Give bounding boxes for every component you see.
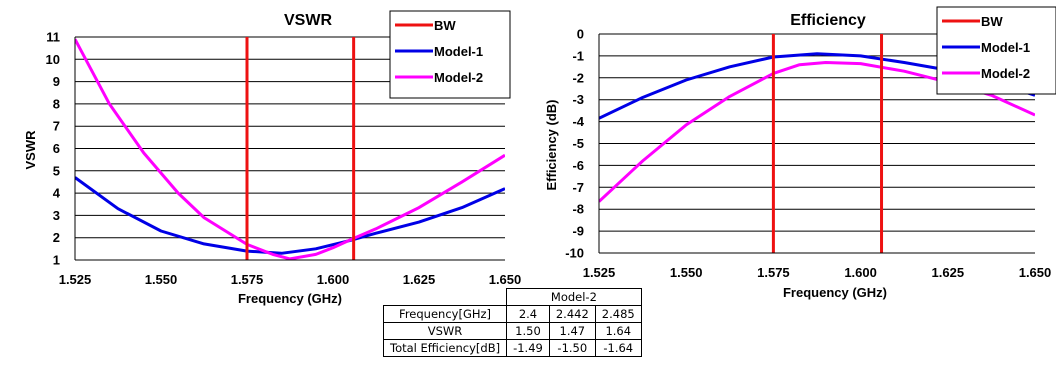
y-tick-label: 9	[53, 74, 60, 89]
table-header-row: Model-2	[384, 288, 642, 306]
x-tick-label: 1.650	[489, 272, 522, 287]
x-tick-label: 1.525	[583, 265, 616, 280]
x-tick-label: 1.650	[1019, 265, 1052, 280]
legend-label: Model-1	[434, 44, 483, 59]
y-tick-label: 0	[577, 27, 584, 42]
legend-label: BW	[981, 14, 1003, 29]
chart-title: VSWR	[284, 12, 332, 29]
y-tick-label: -8	[572, 202, 584, 217]
table-cell: -1.49	[506, 339, 550, 357]
y-tick-label: -7	[572, 180, 584, 195]
series-line-model-1	[75, 176, 505, 255]
x-tick-label: 1.550	[670, 265, 703, 280]
y-axis-label: Efficiency (dB)	[544, 99, 559, 190]
model-2-summary-table: Model-2 Frequency[GHz] 2.4 2.442 2.485 V…	[382, 288, 642, 357]
y-tick-label: -5	[572, 136, 584, 151]
x-tick-label: 1.550	[145, 272, 178, 287]
table-row-total-efficiency: Total Efficiency[dB] -1.49 -1.50 -1.64	[382, 339, 642, 357]
x-axis-label: Frequency (GHz)	[783, 285, 887, 300]
x-tick-label: 1.600	[844, 265, 877, 280]
y-tick-label: 3	[53, 208, 60, 223]
table-row-frequency: Frequency[GHz] 2.4 2.442 2.485	[382, 305, 642, 323]
legend: BW Model-1 Model-2	[936, 6, 1056, 95]
legend-label: BW	[434, 18, 456, 33]
table-row-label: Frequency[GHz]	[382, 305, 508, 323]
y-tick-label: 1	[53, 253, 60, 268]
y-tick-label: -2	[572, 70, 584, 85]
chart-title: Efficiency	[790, 12, 866, 29]
series-line-model-2	[75, 38, 505, 260]
table-cell: 1.50	[506, 322, 550, 340]
table-row-label: VSWR	[382, 322, 508, 340]
x-tick-label: 1.625	[932, 265, 965, 280]
table-cell: -1.50	[548, 339, 596, 357]
table-cell: -1.64	[594, 339, 642, 357]
y-tick-label: 10	[46, 52, 60, 67]
table-corner-cell	[384, 289, 507, 306]
table-cell: 2.4	[506, 305, 550, 323]
undefined-chart: 0 -1 -2 -3 -4 -5 -6 -7 -8 -9 -10 1.525 1.550 1.575 1.6…	[544, 6, 1056, 300]
y-tick-label: -3	[572, 92, 584, 107]
y-tick-label: -6	[572, 158, 584, 173]
table-cell: 2.485	[594, 305, 642, 323]
x-tick-label: 1.600	[317, 272, 350, 287]
y-tick-label: 7	[53, 119, 60, 134]
x-axis-label: Frequency (GHz)	[238, 291, 342, 306]
x-tick-label: 1.575	[757, 265, 790, 280]
x-tick-label: 1.575	[231, 272, 264, 287]
legend: BW Model-1 Model-2	[389, 10, 511, 99]
table-group-header: Model-2	[506, 288, 642, 306]
y-tick-label: -10	[565, 246, 584, 261]
y-tick-label: -9	[572, 224, 584, 239]
x-tick-label: 1.525	[59, 272, 92, 287]
y-tick-label: 8	[53, 96, 60, 111]
x-tick-label: 1.625	[403, 272, 436, 287]
table-cell: 1.47	[548, 322, 596, 340]
y-tick-label: 5	[53, 163, 60, 178]
y-tick-label: -1	[572, 48, 584, 63]
table-cell: 2.442	[548, 305, 596, 323]
y-tick-label: 6	[53, 141, 60, 156]
legend-label: Model-1	[981, 40, 1030, 55]
table-cell: 1.64	[594, 322, 642, 340]
y-axis-label: VSWR	[23, 130, 38, 170]
legend-label: Model-2	[434, 70, 483, 85]
y-tick-label: 11	[46, 30, 60, 45]
table-row-label: Total Efficiency[dB]	[382, 339, 508, 357]
y-tick-label: 2	[53, 230, 60, 245]
undefined-chart: 1 2 3 4 5 6 7 8 9 10 11 1.525 1.550 1.575 1.600 1.625 1.…	[23, 10, 522, 306]
legend-label: Model-2	[981, 66, 1030, 81]
y-tick-label: -4	[572, 114, 584, 129]
table-row-vswr: VSWR 1.50 1.47 1.64	[382, 322, 642, 340]
y-tick-label: 4	[53, 186, 61, 201]
